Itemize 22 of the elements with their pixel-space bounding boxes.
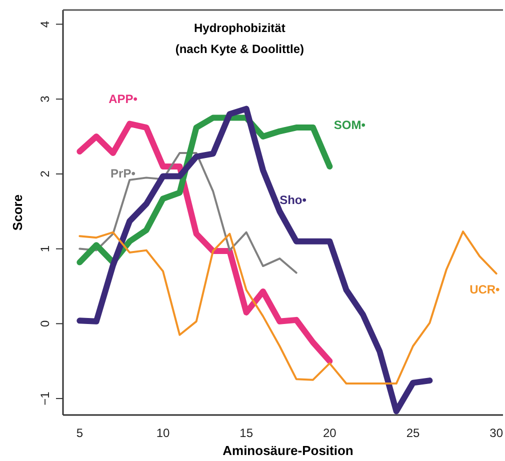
series-label: PrP• <box>110 166 136 181</box>
x-tick-label: 10 <box>156 426 170 440</box>
x-tick-label: 15 <box>240 426 254 440</box>
y-tick-label: 4 <box>38 20 52 28</box>
x-tick-label: 20 <box>322 426 337 440</box>
series-label: SOM• <box>334 118 366 132</box>
line-series <box>78 230 498 385</box>
series-label: UCR• <box>470 282 500 297</box>
x-tick-label: 25 <box>406 426 420 440</box>
text: (nach Kyte & Doolittle) <box>175 42 304 56</box>
series-label: Sho• <box>280 192 306 207</box>
text: Hydrophobizität <box>194 21 286 35</box>
y-tick-label: 3 <box>38 95 52 102</box>
x-axis-title: Aminosäure-Position <box>222 443 354 458</box>
y-tick-label: −1 <box>38 391 52 406</box>
y-tick-label: 0 <box>38 320 52 328</box>
y-axis-title: Score <box>10 194 25 231</box>
x-tick-label: 30 <box>490 426 504 440</box>
y-tick-label: 1 <box>38 245 52 252</box>
series-label: APP• <box>108 92 138 106</box>
y-tick-label: 2 <box>38 170 52 178</box>
x-tick-label: 5 <box>76 426 84 440</box>
